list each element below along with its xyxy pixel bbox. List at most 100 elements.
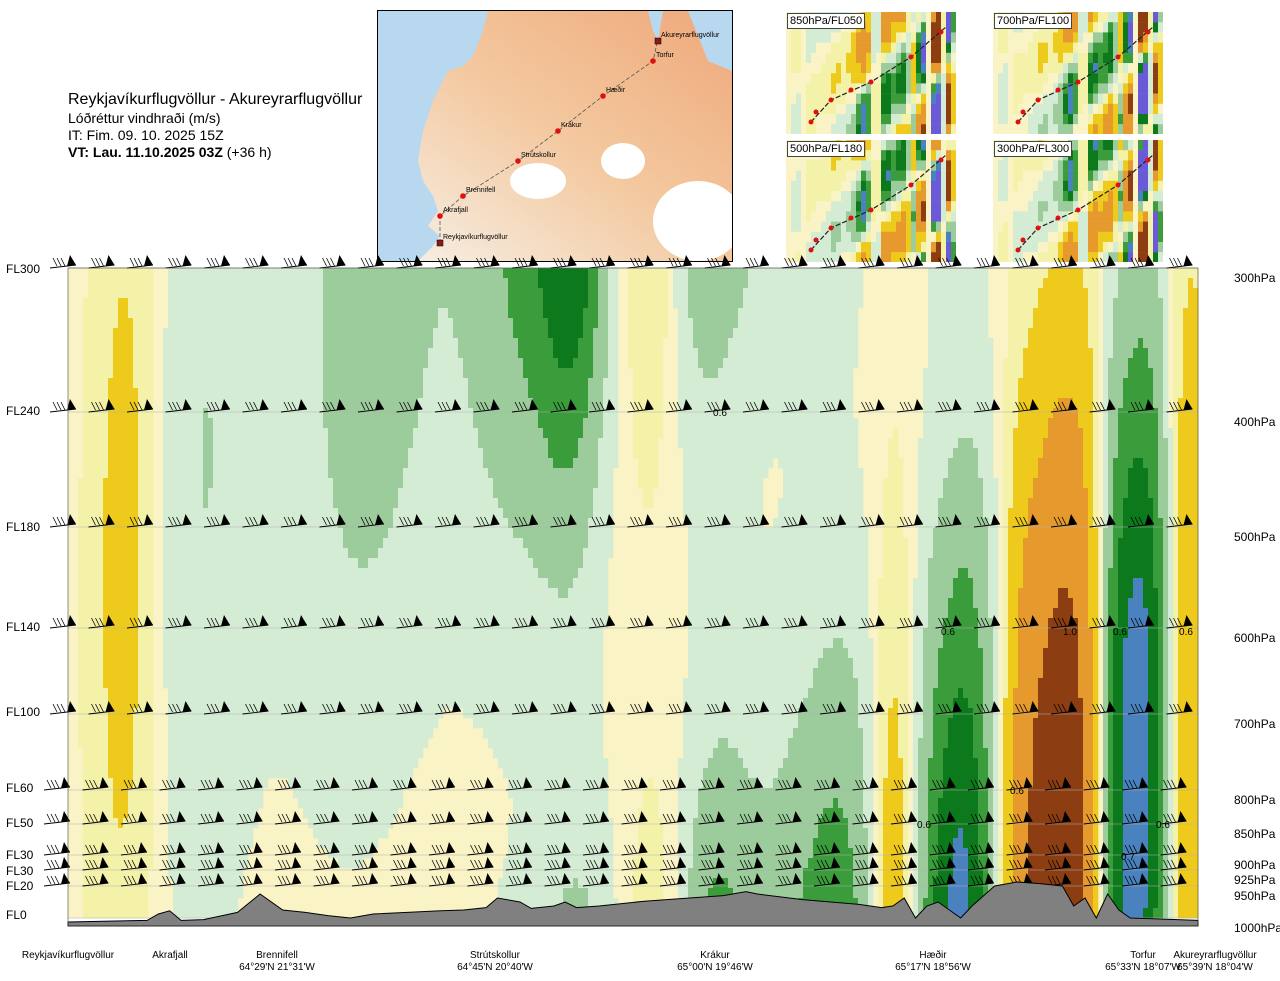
panel-cell [866, 140, 872, 151]
panel-cell [1078, 12, 1084, 23]
panel-cell [916, 12, 922, 23]
variable-label: Lóðréttur vindhraði (m/s) [68, 110, 221, 126]
panel-cell [906, 22, 912, 33]
wind-barb [126, 514, 154, 528]
terrain-profile [67, 267, 1199, 927]
panel-cell [871, 63, 877, 74]
panel-cell [1073, 140, 1079, 151]
panel-cell [936, 221, 942, 232]
panel-cell [1118, 180, 1124, 192]
panel-cell [1143, 114, 1149, 125]
panel-cell [1023, 191, 1029, 202]
panel-cell [1153, 242, 1159, 253]
field-cell [1068, 398, 1074, 599]
panel-cell [951, 83, 956, 94]
panel-cell [921, 83, 927, 94]
panel-cell [1113, 32, 1119, 43]
panel-station [848, 87, 854, 93]
panel-cell [1098, 221, 1104, 232]
field-cell [548, 458, 554, 589]
panel-cell [791, 231, 797, 243]
field-cell [708, 378, 714, 759]
field-cell [523, 378, 529, 549]
panel-cell [1048, 160, 1054, 171]
panel-cell [881, 170, 887, 181]
panel-cell [821, 32, 827, 43]
panel-cell [1143, 22, 1149, 33]
panel-cell [1123, 211, 1129, 222]
panel-cell [1053, 242, 1059, 253]
panel-cell [1043, 83, 1049, 94]
panel-cell [816, 180, 822, 192]
field-cell [123, 298, 129, 819]
wind-barb [967, 811, 995, 825]
wind-barb [1121, 777, 1149, 791]
panel-cell [1008, 180, 1014, 192]
wind-barb [935, 615, 962, 629]
panel-station [908, 182, 914, 188]
panel-cell [826, 32, 832, 43]
panel-cell [1013, 63, 1019, 74]
panel-cell [1133, 231, 1139, 243]
panel-cell [856, 63, 862, 74]
panel-cell [1098, 73, 1104, 84]
field-cell [868, 638, 874, 919]
wind-barb [203, 514, 231, 528]
panel-cell [1093, 140, 1099, 151]
panel-cell [1118, 242, 1124, 253]
wind-barb [197, 842, 225, 856]
panel-cell [811, 170, 817, 181]
panel-cell [1118, 124, 1124, 134]
location-coord: 65°00'N 19°46'W [677, 962, 753, 973]
panel-cell [1023, 180, 1029, 192]
field-cell [833, 638, 839, 799]
wind-barb [1166, 701, 1193, 715]
panel-cell [1028, 32, 1034, 43]
panel-cell [1103, 42, 1109, 53]
field-cell [748, 268, 754, 779]
sea-north [688, 11, 732, 71]
panel-cell [993, 124, 999, 134]
wind-barb [390, 842, 417, 856]
panel-cell [1023, 231, 1029, 243]
field-cell [968, 268, 974, 439]
panel-cell [1098, 83, 1104, 94]
panel-cell [1053, 252, 1059, 262]
field-cell [548, 338, 554, 459]
panel-cell [936, 114, 942, 125]
panel-cell [1103, 231, 1109, 243]
panel-cell [856, 221, 862, 232]
panel-cell [1013, 231, 1019, 243]
field-cell [888, 438, 894, 709]
field-cell [1008, 268, 1014, 509]
panel-cell [1143, 93, 1149, 104]
wind-barb [858, 255, 885, 269]
panel-cell [886, 73, 892, 84]
wind-barb [1006, 811, 1033, 825]
field-cell [708, 758, 714, 889]
field-cell [723, 358, 729, 739]
field-cell [433, 328, 439, 729]
panel-cell [1113, 83, 1119, 94]
wind-barb [313, 873, 340, 887]
panel-cell [1128, 140, 1134, 151]
panel-cell [1078, 191, 1084, 202]
field-cell [803, 868, 809, 919]
panel-cell [1088, 12, 1094, 23]
panel-cell [846, 180, 852, 192]
panel-cell [993, 180, 999, 192]
panel-cell [1063, 252, 1069, 262]
field-cell [953, 838, 959, 919]
panel-cell [841, 124, 847, 134]
panel-cell [1053, 170, 1059, 181]
wind-barb [890, 842, 918, 856]
field-cell [843, 268, 849, 649]
panel-cell [901, 242, 907, 253]
field-cell [603, 268, 609, 379]
field-cell [698, 788, 704, 919]
field-cell [718, 738, 724, 879]
panel-cell [786, 32, 792, 43]
panel-cell [926, 22, 932, 33]
panel-station [1145, 157, 1151, 163]
panel-cell [856, 242, 862, 253]
